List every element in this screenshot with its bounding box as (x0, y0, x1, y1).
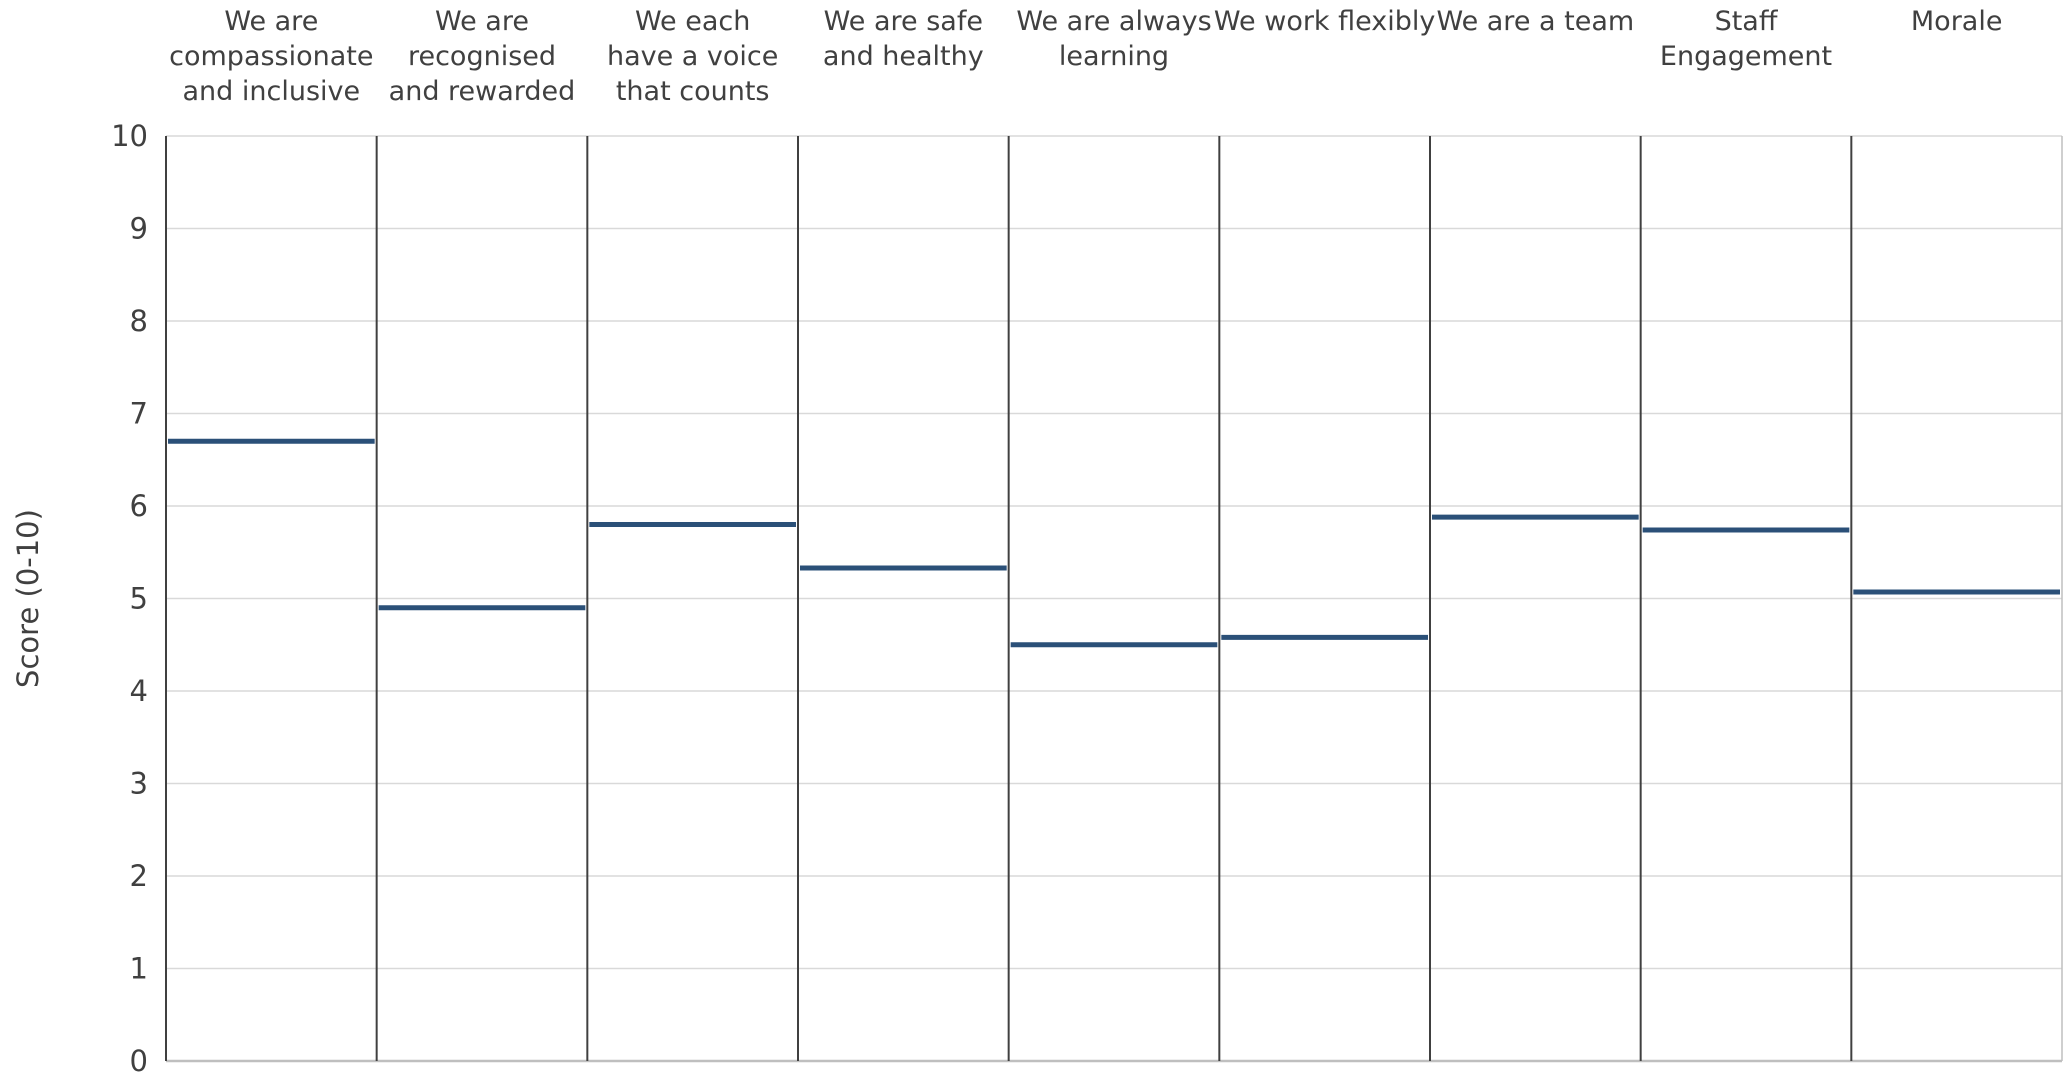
category-label-line: We are (224, 6, 318, 37)
gridlines (166, 135, 2062, 1063)
category-label-line: and rewarded (389, 76, 576, 107)
category-labels: We are compassionate and inclusive We are re… (169, 6, 2002, 107)
category-label-line: Morale (1911, 6, 2003, 37)
category-label-line: that counts (616, 76, 770, 107)
y-tick-label-3: 3 (130, 767, 148, 801)
category-label-line: and inclusive (183, 76, 361, 107)
y-tick-label-2: 2 (130, 859, 148, 893)
category-dividers (165, 136, 2063, 1061)
y-tick-label-10: 10 (111, 119, 148, 153)
category-label-line: We are safe (824, 6, 983, 37)
category-label-line: We each (635, 6, 750, 37)
category-label-line: We are a team (1436, 6, 1634, 37)
category-label-line: and healthy (823, 41, 984, 72)
category-label-7: We are a team (1436, 6, 1634, 37)
y-axis-title: Score (0-10) (11, 509, 45, 688)
y-tick-label-8: 8 (130, 304, 148, 338)
y-tick-label-9: 9 (130, 212, 148, 246)
category-label-line: compassionate (169, 41, 373, 72)
category-label-3: We each have a voice that counts (607, 6, 778, 107)
category-label-6: We work flexibly (1214, 6, 1435, 37)
value-markers (168, 438, 2060, 648)
category-label-9: Morale (1911, 6, 2003, 37)
category-label-line: We are always (1016, 6, 1211, 37)
y-tick-label-1: 1 (130, 952, 148, 986)
category-label-8: Staff Engagement (1660, 6, 1832, 72)
category-label-line: learning (1059, 41, 1169, 72)
category-label-5: We are always learning (1016, 6, 1211, 72)
y-tick-labels: 0 1 2 3 4 5 6 7 8 9 10 (111, 119, 148, 1078)
y-tick-label-6: 6 (130, 489, 148, 523)
category-label-line: We are (435, 6, 529, 37)
y-tick-label-4: 4 (130, 674, 148, 708)
category-label-1: We are compassionate and inclusive (169, 6, 373, 107)
category-label-line: We work flexibly (1214, 6, 1435, 37)
y-tick-label-5: 5 (130, 582, 148, 616)
y-tick-label-0: 0 (130, 1044, 148, 1078)
category-label-line: recognised (408, 41, 556, 72)
category-label-line: Engagement (1660, 41, 1832, 72)
category-label-line: Staff (1715, 6, 1779, 37)
category-label-2: We are recognised and rewarded (389, 6, 576, 107)
category-label-4: We are safe and healthy (823, 6, 984, 72)
y-tick-label-7: 7 (130, 397, 148, 431)
category-label-line: have a voice (607, 41, 778, 72)
